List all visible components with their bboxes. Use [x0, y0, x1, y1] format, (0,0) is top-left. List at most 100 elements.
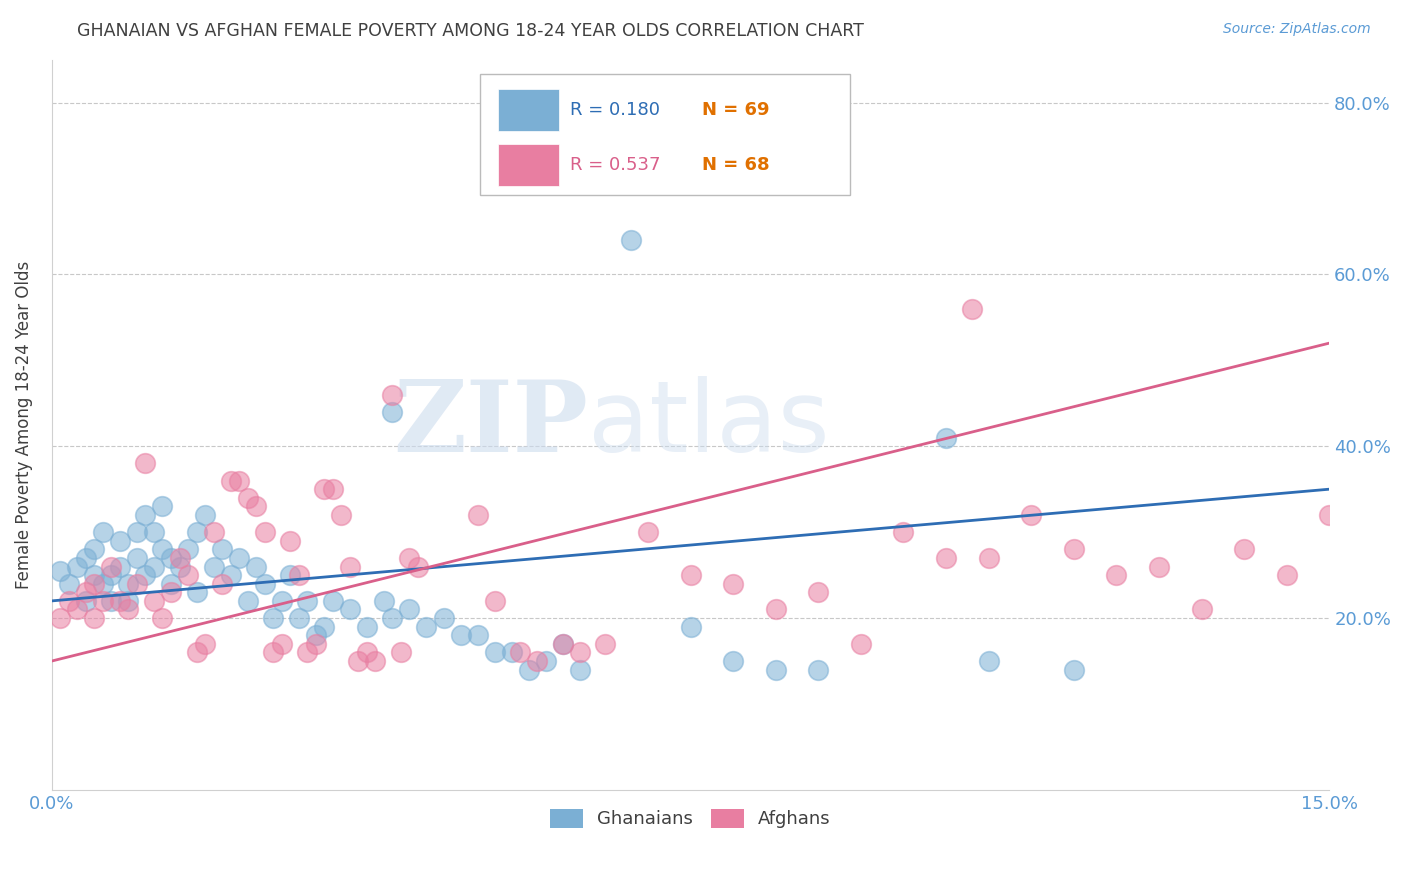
Point: [484, 645, 506, 659]
Point: [253, 576, 276, 591]
Point: [75, 585, 97, 599]
FancyBboxPatch shape: [479, 74, 851, 194]
Point: [160, 585, 183, 599]
Point: [270, 637, 292, 651]
Point: [202, 525, 225, 540]
Point: [142, 559, 165, 574]
Point: [186, 585, 208, 599]
Point: [765, 602, 787, 616]
Point: [245, 559, 267, 574]
Point: [58, 594, 80, 608]
Point: [526, 654, 548, 668]
Point: [398, 602, 420, 616]
Point: [551, 637, 574, 651]
Point: [339, 559, 361, 574]
Point: [66, 559, 89, 574]
Point: [186, 645, 208, 659]
Point: [177, 542, 200, 557]
Point: [236, 491, 259, 505]
Point: [637, 525, 659, 540]
Point: [679, 568, 702, 582]
Point: [1191, 602, 1213, 616]
Point: [314, 620, 336, 634]
Point: [169, 559, 191, 574]
Point: [509, 645, 531, 659]
Point: [245, 500, 267, 514]
FancyBboxPatch shape: [498, 89, 560, 131]
Point: [228, 474, 250, 488]
Point: [262, 611, 284, 625]
Point: [595, 637, 617, 651]
Point: [160, 550, 183, 565]
Point: [108, 594, 131, 608]
Point: [125, 550, 148, 565]
Point: [534, 654, 557, 668]
Point: [236, 594, 259, 608]
Point: [194, 508, 217, 522]
Point: [721, 654, 744, 668]
Legend: Ghanaians, Afghans: Ghanaians, Afghans: [543, 801, 838, 836]
Point: [91, 594, 114, 608]
Point: [58, 576, 80, 591]
Point: [278, 533, 301, 548]
Point: [679, 620, 702, 634]
Point: [134, 457, 156, 471]
Point: [134, 508, 156, 522]
Point: [467, 628, 489, 642]
Text: R = 0.180: R = 0.180: [571, 101, 661, 119]
Point: [765, 663, 787, 677]
Point: [228, 550, 250, 565]
Point: [83, 542, 105, 557]
Point: [177, 568, 200, 582]
Point: [152, 500, 174, 514]
Point: [305, 637, 328, 651]
Point: [339, 602, 361, 616]
Point: [66, 602, 89, 616]
Point: [389, 645, 412, 659]
Text: R = 0.537: R = 0.537: [571, 156, 661, 174]
Point: [297, 645, 319, 659]
Point: [1063, 542, 1085, 557]
Point: [211, 542, 233, 557]
Point: [152, 611, 174, 625]
Point: [893, 525, 915, 540]
Point: [262, 645, 284, 659]
Point: [807, 663, 830, 677]
Point: [381, 387, 404, 401]
Point: [314, 482, 336, 496]
Point: [219, 474, 242, 488]
Point: [364, 654, 387, 668]
Point: [1019, 508, 1042, 522]
Point: [960, 301, 983, 316]
Point: [721, 576, 744, 591]
Point: [125, 576, 148, 591]
Point: [160, 576, 183, 591]
Text: GHANAIAN VS AFGHAN FEMALE POVERTY AMONG 18-24 YEAR OLDS CORRELATION CHART: GHANAIAN VS AFGHAN FEMALE POVERTY AMONG …: [77, 22, 865, 40]
Point: [1317, 508, 1340, 522]
Point: [152, 542, 174, 557]
Point: [1275, 568, 1298, 582]
Point: [347, 654, 370, 668]
Point: [356, 645, 378, 659]
Point: [406, 559, 429, 574]
Point: [977, 654, 1000, 668]
Point: [202, 559, 225, 574]
Point: [432, 611, 454, 625]
Point: [142, 594, 165, 608]
Point: [75, 550, 97, 565]
Point: [287, 568, 309, 582]
Point: [117, 576, 139, 591]
Point: [551, 637, 574, 651]
Point: [381, 611, 404, 625]
Point: [620, 233, 643, 247]
Point: [330, 508, 353, 522]
Point: [1147, 559, 1170, 574]
Point: [935, 550, 957, 565]
Point: [134, 568, 156, 582]
Point: [1063, 663, 1085, 677]
Y-axis label: Female Poverty Among 18-24 Year Olds: Female Poverty Among 18-24 Year Olds: [15, 260, 32, 589]
Point: [450, 628, 472, 642]
Point: [108, 559, 131, 574]
Text: N = 69: N = 69: [702, 101, 769, 119]
Point: [373, 594, 395, 608]
